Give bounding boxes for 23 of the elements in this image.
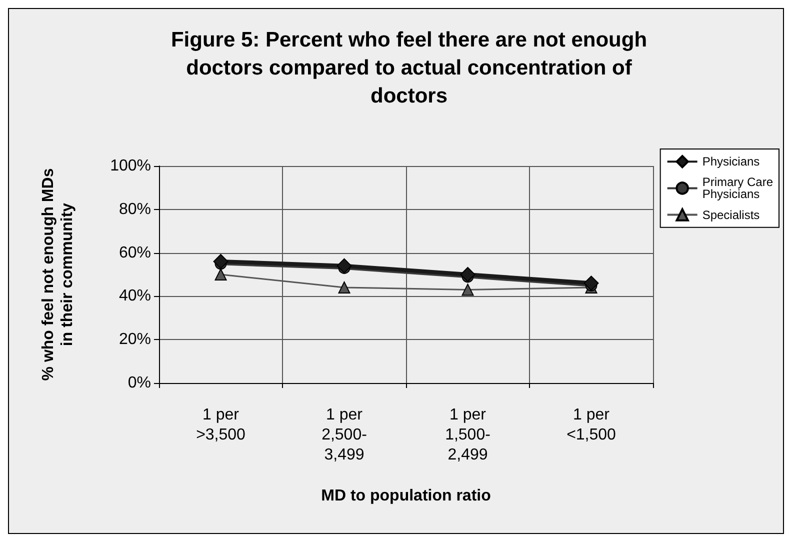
x-tick-label: 1 per 2,500- 3,499	[322, 406, 367, 464]
y-axis-title: % who feel not enough MDs in their community	[40, 168, 76, 381]
x-axis-title: MD to population ratio	[321, 488, 492, 504]
y-tick-label: 100%	[110, 158, 151, 174]
y-tick-label: 0%	[128, 374, 151, 392]
y-tick-label: 20%	[118, 331, 151, 348]
y-tick-label: 40%	[118, 288, 151, 305]
point	[214, 268, 227, 280]
point	[336, 258, 352, 274]
point	[584, 276, 599, 291]
x-tick-label: 1 per 1,500- 2,499	[445, 406, 490, 464]
x-tick-label: 1 per <1,500	[566, 406, 616, 444]
legend-label: Specialists	[702, 208, 760, 222]
point	[213, 254, 228, 269]
point	[338, 282, 350, 294]
point	[462, 284, 474, 296]
point	[460, 267, 476, 282]
chart-title: Figure 5: Percent who feel there are not enough doctors compared to actual concentration of doctors	[170, 28, 648, 108]
y-tick-label: 80%	[118, 200, 151, 218]
y-tick-label: 60%	[118, 244, 151, 262]
legend-label: Physicians	[702, 154, 760, 169]
x-tick-label: 1 per >3,500	[196, 406, 246, 444]
legend-label: Primary Care Physicians	[702, 175, 774, 202]
